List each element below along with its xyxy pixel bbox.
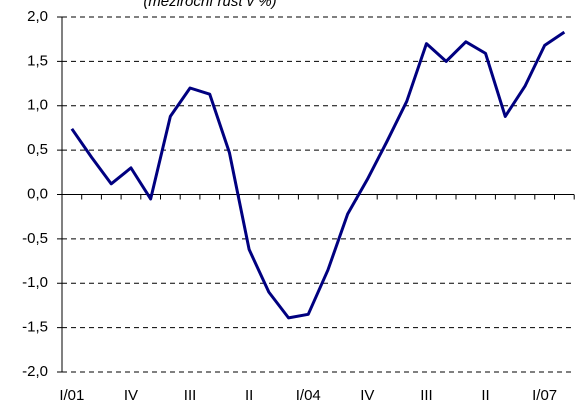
y-tick-label: -0,5 — [22, 230, 48, 247]
y-tick-label: 1,5 — [27, 52, 48, 69]
x-tick-label: II — [245, 387, 253, 404]
x-tick-label: I/04 — [296, 387, 321, 404]
y-tick-label: 1,0 — [27, 97, 48, 114]
y-tick-label: -1,0 — [22, 274, 48, 291]
y-tick-label: 0,0 — [27, 185, 48, 202]
line-series — [70, 30, 566, 320]
x-tick-label: I/01 — [59, 387, 84, 404]
y-tick-label: -1,5 — [22, 319, 48, 336]
chart-title: (meziroční růst v %) — [143, 0, 276, 10]
y-tick-label: 2,0 — [27, 8, 48, 25]
x-tick-label: III — [184, 387, 197, 404]
y-tick-label: 0,5 — [27, 141, 48, 158]
x-tick-label: I/07 — [532, 387, 557, 404]
x-tick-label: IV — [360, 387, 374, 404]
x-tick-label: IV — [124, 387, 138, 404]
x-tick-label: II — [481, 387, 489, 404]
x-tick-label: III — [420, 387, 433, 404]
y-tick-label: -2,0 — [22, 363, 48, 380]
